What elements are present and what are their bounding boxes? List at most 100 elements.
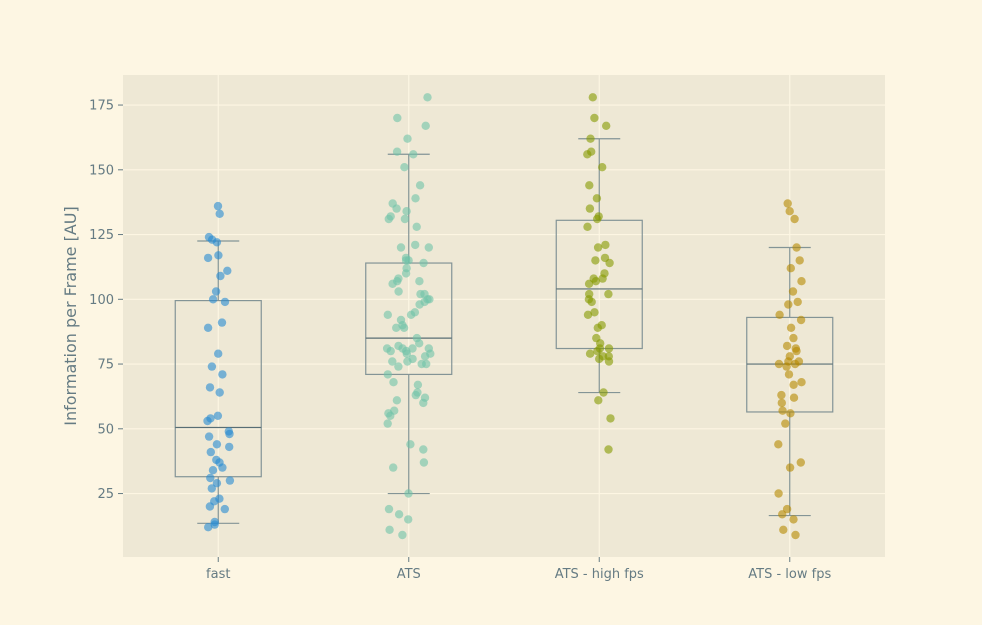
data-point	[214, 251, 223, 260]
x-tick-label: ATS - high fps	[555, 567, 644, 582]
data-point	[419, 398, 428, 408]
y-tick-label: 25	[97, 487, 114, 502]
y-tick-label: 50	[97, 422, 114, 437]
data-point	[203, 416, 212, 426]
data-point	[406, 440, 415, 449]
data-point	[385, 525, 394, 534]
data-point	[403, 134, 412, 143]
y-axis-ticks: 25 50 75 100 125 150 175	[89, 99, 123, 502]
points-ats-low-fps	[774, 199, 806, 540]
data-point	[402, 207, 411, 216]
data-point	[593, 214, 602, 224]
data-point	[774, 489, 783, 498]
data-point	[398, 530, 407, 540]
data-point	[406, 310, 416, 319]
data-point	[606, 414, 615, 423]
data-point	[779, 525, 788, 534]
data-point	[399, 323, 409, 332]
data-point	[786, 323, 796, 332]
data-point	[786, 409, 795, 418]
data-point	[592, 194, 602, 203]
data-point	[404, 489, 413, 498]
data-point	[590, 113, 599, 123]
data-point	[585, 181, 594, 190]
data-point	[777, 390, 786, 400]
data-point	[590, 308, 599, 317]
data-point	[206, 447, 215, 457]
data-point	[225, 429, 234, 439]
data-point	[389, 378, 398, 387]
data-point	[583, 150, 592, 159]
data-point	[415, 277, 424, 286]
data-point	[781, 419, 790, 428]
data-point	[412, 222, 421, 231]
data-point	[213, 201, 223, 211]
data-point	[585, 204, 595, 213]
data-point	[605, 258, 614, 268]
data-point	[212, 440, 222, 449]
data-point	[419, 458, 429, 467]
data-point	[214, 349, 223, 358]
data-point	[782, 341, 792, 351]
data-point	[419, 258, 428, 268]
data-point	[778, 406, 787, 415]
data-point	[402, 349, 411, 358]
data-point	[604, 289, 613, 299]
data-point	[783, 199, 792, 208]
y-tick-label: 150	[89, 163, 114, 178]
data-point	[215, 388, 224, 397]
data-point	[403, 357, 412, 366]
data-point	[400, 163, 409, 172]
data-point	[388, 357, 397, 366]
data-point	[797, 378, 806, 387]
data-point	[421, 121, 430, 130]
data-point	[204, 523, 213, 532]
data-point	[208, 295, 218, 304]
y-tick-label: 125	[89, 228, 114, 243]
data-point	[389, 463, 398, 472]
data-point	[792, 243, 801, 252]
data-point	[789, 380, 798, 389]
data-point	[774, 359, 784, 369]
data-point	[210, 520, 219, 529]
data-point	[205, 383, 215, 392]
data-point	[585, 349, 595, 358]
data-point	[205, 502, 215, 511]
data-point	[602, 121, 611, 130]
data-point	[419, 445, 428, 454]
data-point	[393, 113, 402, 123]
y-tick-label: 100	[89, 293, 114, 308]
data-point	[392, 323, 401, 332]
data-point	[599, 388, 608, 397]
y-tick-label: 75	[97, 358, 114, 373]
data-point	[394, 510, 404, 519]
data-point	[790, 359, 800, 369]
data-point	[383, 370, 392, 379]
data-point	[583, 310, 593, 319]
data-point	[586, 134, 595, 143]
data-point	[388, 279, 397, 288]
data-point	[797, 277, 806, 286]
data-point	[217, 318, 227, 327]
data-point	[203, 253, 213, 263]
data-point	[207, 362, 217, 371]
data-point	[218, 463, 227, 472]
data-point	[392, 396, 402, 405]
data-point	[588, 93, 597, 102]
data-point	[786, 264, 795, 273]
data-point	[591, 256, 600, 265]
y-axis-label: Information per Frame [AU]	[61, 206, 80, 425]
data-point	[791, 530, 800, 540]
data-point	[601, 240, 610, 250]
data-point	[604, 357, 614, 366]
data-point	[784, 300, 793, 309]
x-axis-ticks: fast ATS ATS - high fps ATS - low fps	[206, 557, 831, 582]
data-point	[775, 310, 784, 319]
data-point	[394, 287, 403, 296]
data-point	[386, 346, 395, 356]
data-point	[782, 362, 791, 371]
data-point	[415, 339, 424, 348]
data-point	[404, 515, 413, 524]
x-tick-label: ATS - low fps	[748, 567, 831, 582]
data-point	[384, 504, 394, 514]
